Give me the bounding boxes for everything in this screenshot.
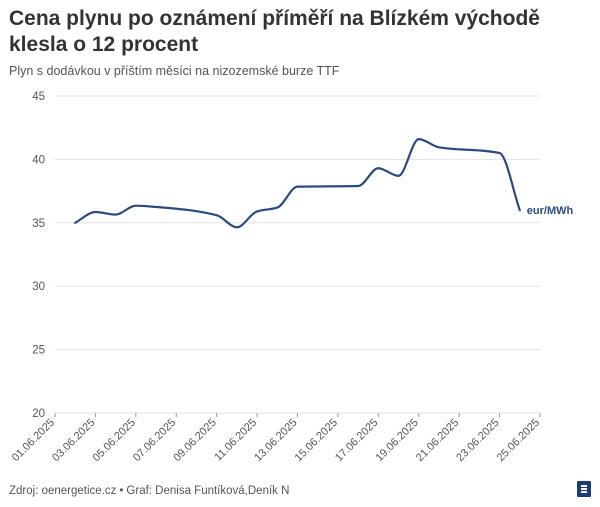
chart-subtitle: Plyn s dodávkou v příštím měsíci na nizo… xyxy=(9,64,340,78)
x-tick-label: 25.06.2025 xyxy=(495,417,542,464)
x-tick-label: 23.06.2025 xyxy=(454,417,501,464)
y-tick-label: 35 xyxy=(32,218,45,230)
data-point xyxy=(517,207,523,213)
data-point xyxy=(133,203,139,209)
x-tick-label: 09.06.2025 xyxy=(171,417,218,464)
footer-separator: • xyxy=(119,485,124,497)
source-text: Zdroj: oenergetice.cz xyxy=(9,485,117,497)
data-point xyxy=(375,165,381,171)
data-point xyxy=(72,220,78,226)
x-tick-label: 13.06.2025 xyxy=(252,417,299,464)
y-tick-label: 30 xyxy=(32,281,45,293)
series-end-label: eur/MWh xyxy=(527,205,574,217)
chart-title: Cena plynu po oznámení příměří na Blízké… xyxy=(9,7,540,56)
x-tick-label: 15.06.2025 xyxy=(293,417,340,464)
grid-lines xyxy=(55,95,540,414)
x-tick-label: 07.06.2025 xyxy=(131,417,178,464)
y-tick-label: 40 xyxy=(32,154,45,166)
data-point xyxy=(355,183,361,189)
data-point xyxy=(274,205,280,211)
data-point xyxy=(234,224,240,230)
x-tick-label: 03.06.2025 xyxy=(50,417,97,464)
data-point xyxy=(295,184,301,190)
y-tick-label: 20 xyxy=(32,408,45,420)
data-point xyxy=(416,136,422,142)
y-axis: 20 25 30 35 40 45 xyxy=(32,91,45,420)
data-point xyxy=(254,208,260,214)
denik-n-logo-icon[interactable] xyxy=(577,481,591,497)
series-line xyxy=(74,138,521,229)
series-layer xyxy=(72,136,523,230)
data-point xyxy=(497,150,503,156)
footer: Zdroj: oenergetice.cz • Graf: Denisa Funtí… xyxy=(9,485,289,497)
credit-text: Graf: Denisa Funtíková,Deník N xyxy=(126,485,290,497)
x-axis: 01.06.202503.06.202505.06.202507.06.2025… xyxy=(10,413,542,464)
data-point xyxy=(436,144,442,150)
x-tick-label: 19.06.2025 xyxy=(373,417,420,464)
x-tick-label: 01.06.2025 xyxy=(10,417,57,464)
x-tick-label: 21.06.2025 xyxy=(414,417,461,464)
data-point xyxy=(113,212,119,218)
x-tick-label: 17.06.2025 xyxy=(333,417,380,464)
y-tick-label: 45 xyxy=(32,91,45,103)
data-point xyxy=(396,173,402,179)
data-point xyxy=(214,212,220,218)
x-tick-label: 05.06.2025 xyxy=(91,417,138,464)
data-point xyxy=(92,209,98,215)
y-tick-label: 25 xyxy=(32,345,45,357)
data-point xyxy=(153,204,159,210)
